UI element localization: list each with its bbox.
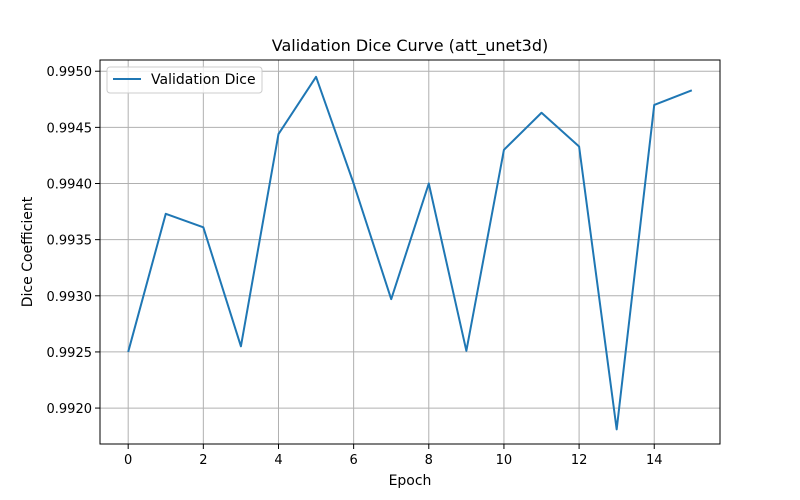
y-tick-label: 0.9945 bbox=[47, 121, 93, 136]
x-tick-label: 4 bbox=[274, 453, 282, 468]
x-axis-label: Epoch bbox=[389, 473, 432, 489]
y-tick-label: 0.9920 bbox=[47, 402, 93, 417]
series-layer bbox=[127, 75, 693, 431]
legend-box bbox=[106, 66, 263, 94]
x-tick-label: 0 bbox=[124, 453, 132, 468]
y-tick-label: 0.9935 bbox=[47, 234, 93, 249]
legend: Validation Dice bbox=[106, 66, 263, 94]
y-tick-label: 0.9950 bbox=[47, 65, 93, 80]
x-tick-label: 6 bbox=[349, 453, 357, 468]
legend-label: Validation Dice bbox=[151, 72, 256, 88]
grid-lines bbox=[100, 60, 720, 444]
chart-title: Validation Dice Curve (att_unet3d) bbox=[272, 36, 548, 56]
y-axis-label: Dice Coefficient bbox=[20, 196, 36, 307]
series-line-validation-dice bbox=[127, 75, 693, 431]
x-tick-label: 12 bbox=[571, 453, 588, 468]
y-tick-label: 0.9925 bbox=[47, 346, 93, 361]
plot-frame bbox=[99, 59, 721, 445]
plot-area bbox=[100, 60, 720, 444]
x-tick-label: 8 bbox=[425, 453, 433, 468]
x-tick-label: 14 bbox=[646, 453, 663, 468]
ticks: 0 2 4 6 8 10 12 14 0.9920 0.9925 0.9930 0.9935 0.994… bbox=[47, 65, 663, 468]
x-tick-label: 2 bbox=[199, 453, 207, 468]
x-tick-label: 10 bbox=[496, 453, 513, 468]
y-tick-label: 0.9940 bbox=[47, 178, 93, 193]
y-tick-label: 0.9930 bbox=[47, 290, 93, 305]
